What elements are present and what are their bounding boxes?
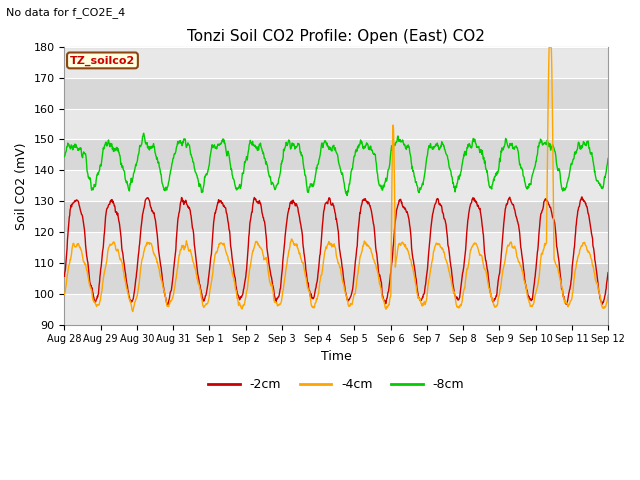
- X-axis label: Time: Time: [321, 350, 351, 363]
- Bar: [65, 263, 608, 294]
- Bar: [65, 201, 608, 232]
- Text: TZ_soilco2: TZ_soilco2: [70, 55, 135, 66]
- Bar: [65, 170, 608, 201]
- Bar: [65, 232, 608, 263]
- Bar: [65, 47, 608, 78]
- Bar: [65, 140, 608, 170]
- Bar: [65, 294, 608, 324]
- Text: No data for f_CO2E_4: No data for f_CO2E_4: [6, 7, 125, 18]
- Bar: [65, 78, 608, 108]
- Title: Tonzi Soil CO2 Profile: Open (East) CO2: Tonzi Soil CO2 Profile: Open (East) CO2: [188, 29, 485, 44]
- Bar: [65, 108, 608, 140]
- Y-axis label: Soil CO2 (mV): Soil CO2 (mV): [15, 142, 28, 229]
- Legend: -2cm, -4cm, -8cm: -2cm, -4cm, -8cm: [204, 373, 469, 396]
